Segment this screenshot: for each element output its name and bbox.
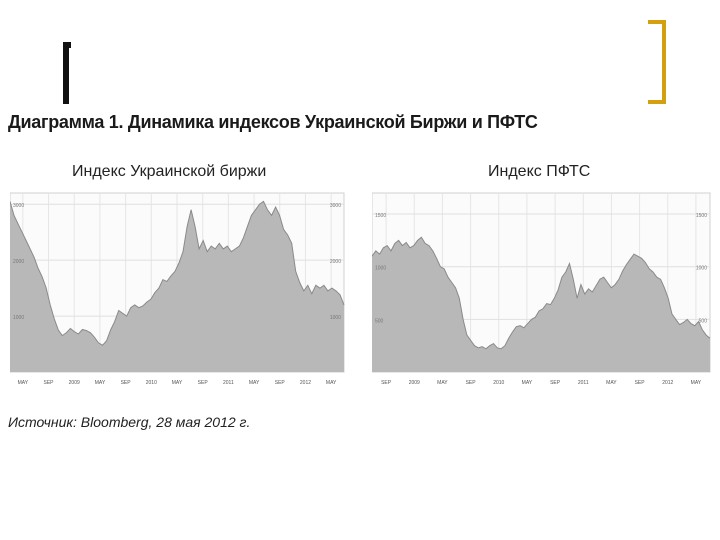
left-bracket-decoration (63, 42, 71, 104)
x-tick-label: 2009 (69, 380, 80, 386)
x-tick-label: 2012 (300, 380, 311, 386)
series-line (10, 200, 345, 346)
x-tick-label: 2011 (223, 380, 234, 386)
y-tick-label-left: 3000 (13, 203, 24, 209)
y-tick-label-left: 2000 (13, 259, 24, 265)
y-tick-label-left: 500 (375, 318, 384, 324)
y-tick-label-right: 500 (699, 318, 708, 324)
x-tick-label: MAY (691, 380, 702, 386)
x-tick-label: MAY (172, 380, 183, 386)
x-tick-label: SEP (198, 380, 209, 386)
chart-pfts-index: 500 500 1000 1000 1500 1500 SEP 2009 MAY SEP 2010 M… (372, 192, 711, 386)
x-tick-label: 2009 (409, 380, 420, 386)
x-tick-label: MAY (437, 380, 448, 386)
y-tick-label-right: 2000 (330, 259, 341, 265)
y-tick-label-left: 1000 (375, 266, 386, 272)
slide-title: Диаграмма 1. Динамика индексов Украинско… (8, 112, 538, 132)
source-note: Источник: Bloomberg, 28 мая 2012 г. (8, 414, 251, 430)
chart-ux-index: 1000 1000 2000 2000 3000 3000 MAY SEP 2009 MAY SEP… (10, 192, 345, 386)
chart-title-pfts: Индекс ПФТС (488, 163, 591, 180)
x-tick-label: 2012 (662, 380, 673, 386)
y-tick-label-right: 1000 (330, 315, 341, 321)
series-area (10, 201, 344, 372)
x-tick-label: SEP (635, 380, 646, 386)
x-tick-label: SEP (466, 380, 477, 386)
x-tick-label: SEP (121, 380, 132, 386)
x-tick-label: MAY (326, 380, 337, 386)
x-tick-label: MAY (522, 380, 533, 386)
x-tick-label: 2010 (146, 380, 157, 386)
y-tick-label-right: 1500 (696, 213, 707, 219)
series-line (372, 236, 711, 350)
y-tick-label-right: 3000 (330, 203, 341, 209)
x-tick-label: MAY (249, 380, 260, 386)
x-tick-label: 2010 (493, 380, 504, 386)
right-bracket-decoration (648, 20, 666, 104)
x-tick-label: SEP (275, 380, 286, 386)
y-tick-label-left: 1500 (375, 213, 386, 219)
chart-title-ux: Индекс Украинской биржи (72, 163, 267, 180)
y-tick-label-right: 1000 (696, 266, 707, 272)
series-area (372, 237, 710, 372)
x-tick-label: SEP (44, 380, 55, 386)
x-tick-label: MAY (95, 380, 106, 386)
x-tick-label: 2011 (578, 380, 589, 386)
x-tick-label: MAY (18, 380, 29, 386)
x-tick-label: SEP (381, 380, 392, 386)
x-tick-label: SEP (550, 380, 561, 386)
y-tick-label-left: 1000 (13, 315, 24, 321)
x-tick-label: MAY (606, 380, 617, 386)
